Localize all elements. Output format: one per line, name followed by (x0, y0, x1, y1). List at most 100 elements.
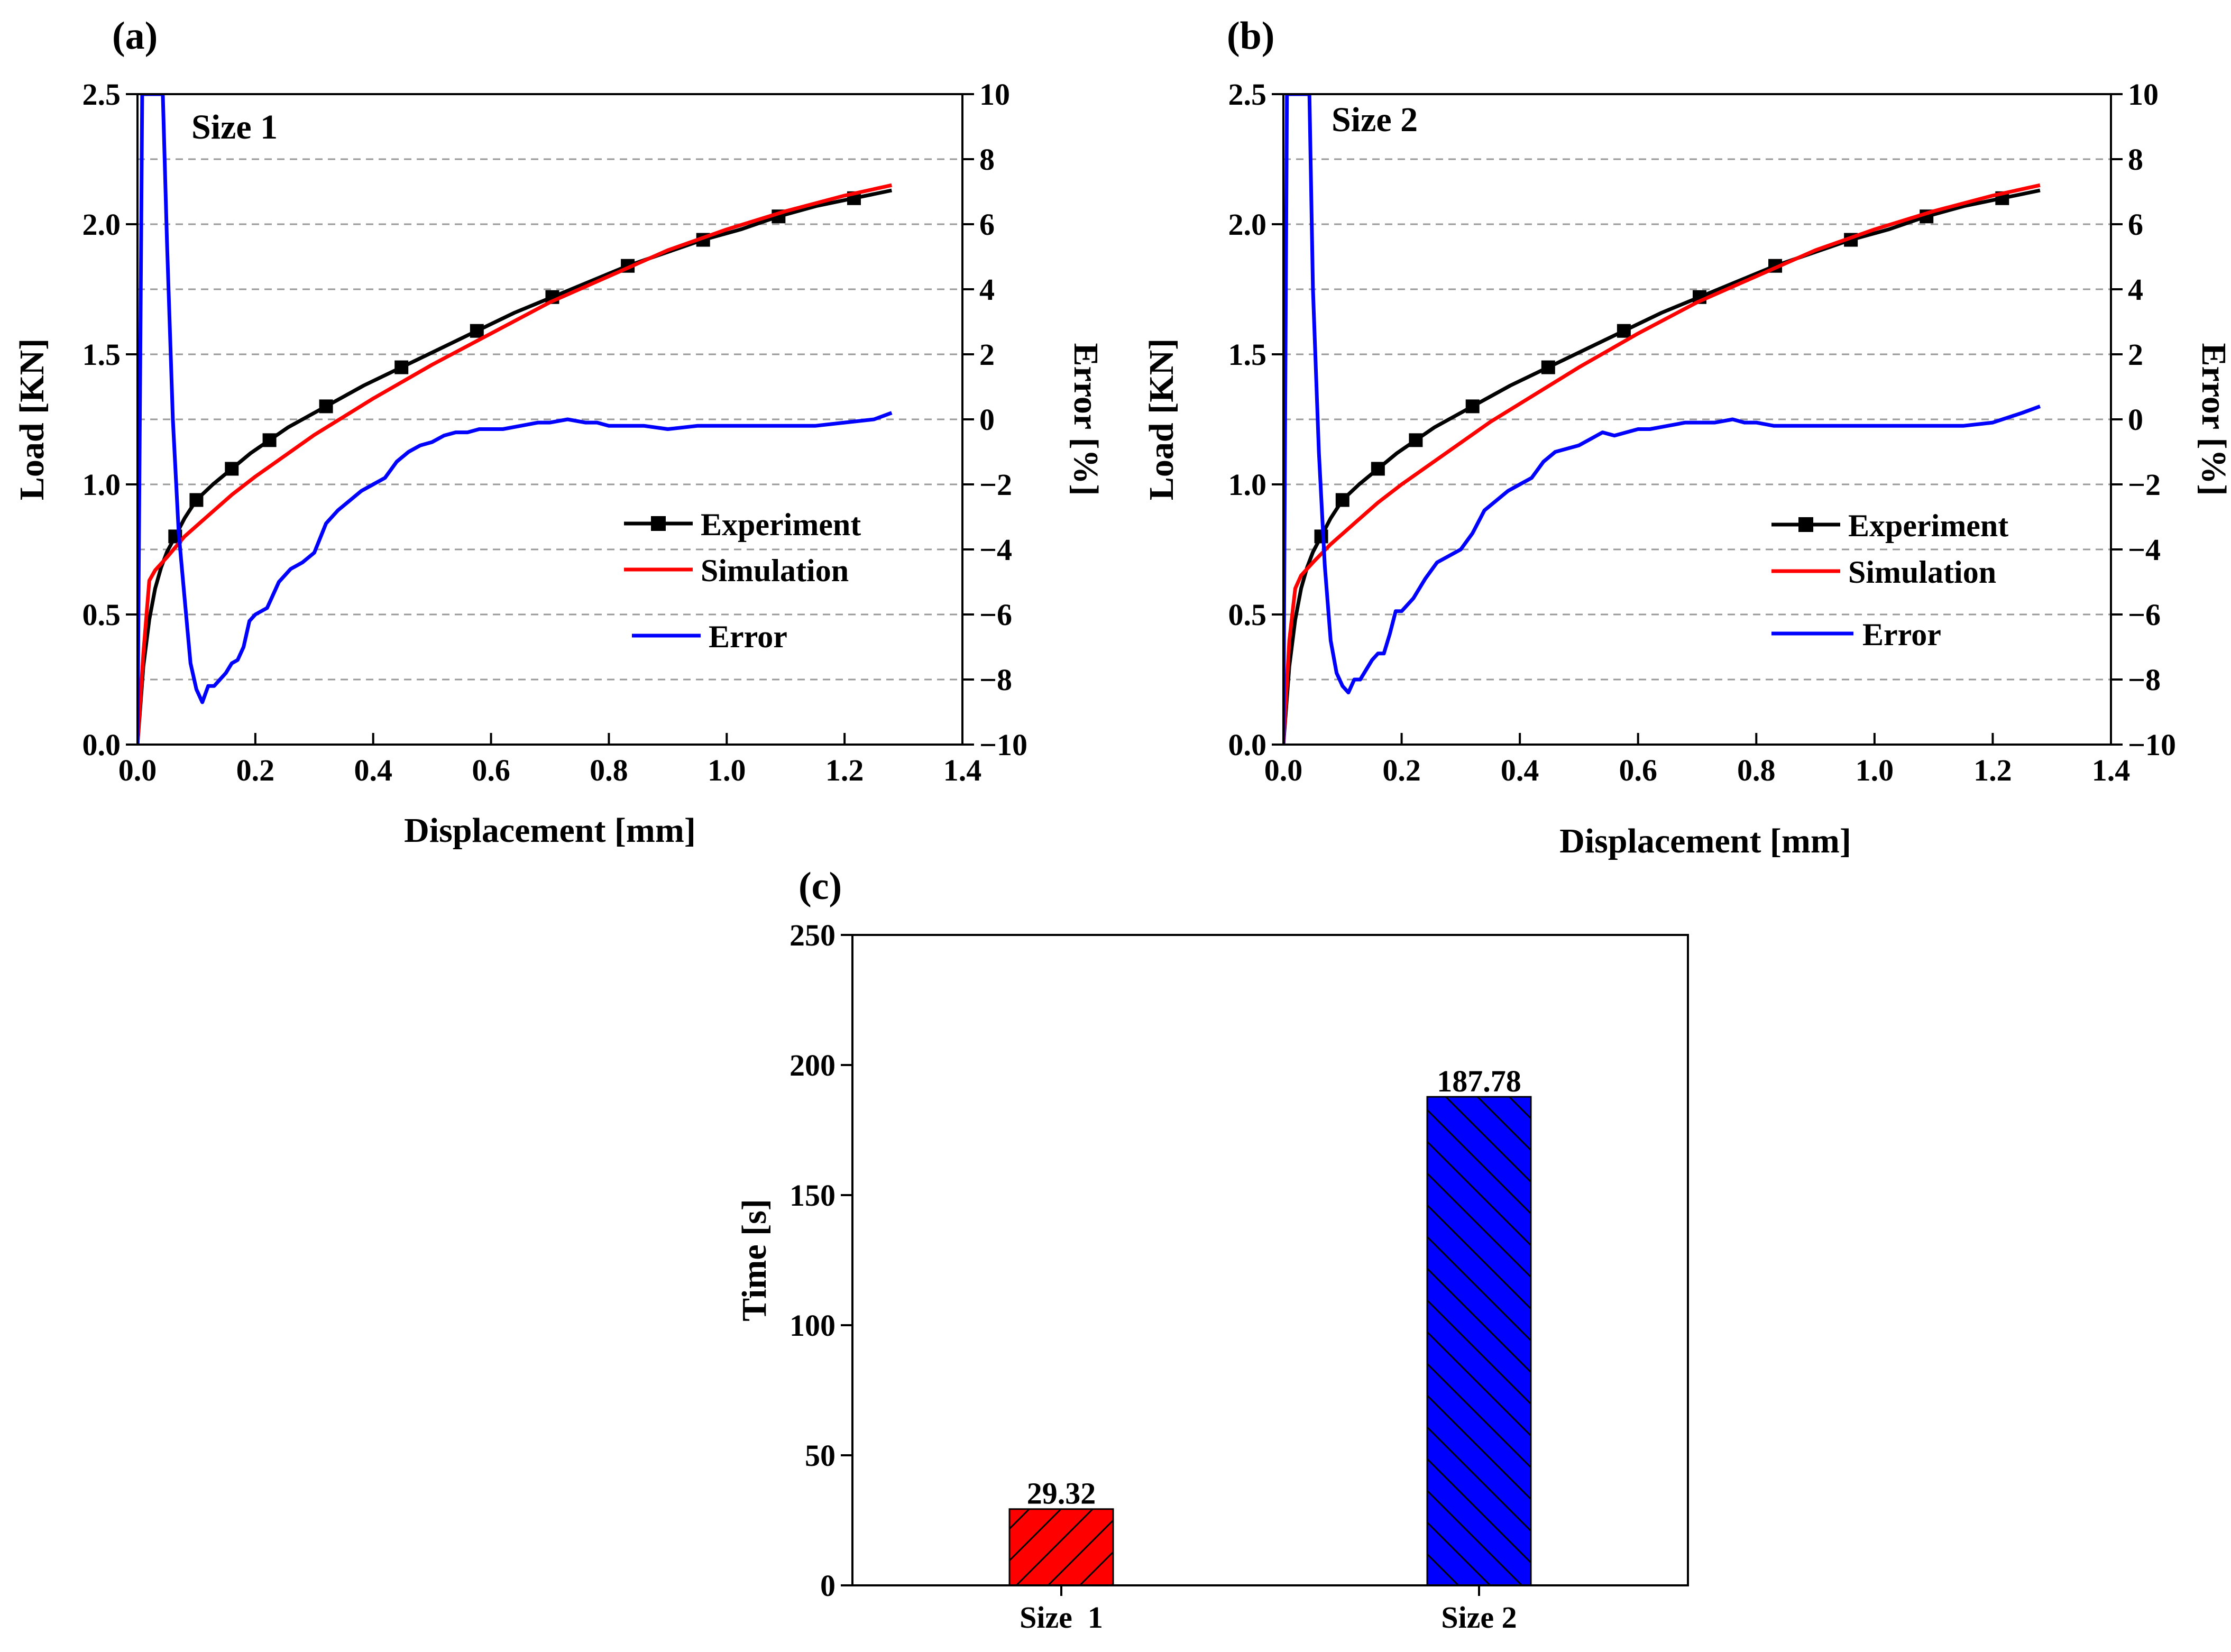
x-category-label: Size 1 (1020, 1600, 1103, 1635)
x-tick-label: 0.0 (118, 753, 157, 787)
legend-experiment-marker (651, 516, 666, 531)
y-tick-label: 2.5 (1228, 77, 1267, 112)
y-tick-label: 2.5 (82, 77, 121, 112)
panel-a: (a) 0.0 0.2 0.4 0.6 0.8 1.0 1.2 1.4 0.0 0.5 1.0 1.… (13, 14, 1105, 850)
panel-b-annotation: Size 2 (1332, 100, 1418, 139)
x-tick-label: 0.8 (1737, 753, 1776, 787)
panel-b-x-ticks: 0.0 0.2 0.4 0.6 0.8 1.0 1.2 1.4 (1264, 733, 2131, 787)
y2-tick-label: 2 (979, 337, 995, 372)
x-tick-label: 0.2 (1382, 753, 1421, 787)
y-tick-label: 200 (789, 1048, 836, 1082)
panel-a-y2-label: Error [%] (1067, 343, 1105, 496)
bar-value-label: 187.78 (1437, 1064, 1521, 1098)
panel-c-y-label: Time [s] (735, 1199, 774, 1321)
y-tick-label: 0.0 (1228, 728, 1267, 762)
series-experiment-marker (262, 433, 277, 447)
panel-b-legend: Experiment Simulation Error (1771, 508, 2008, 652)
y2-tick-label: −4 (2128, 533, 2161, 567)
x-tick-label: 0.6 (472, 753, 510, 787)
y2-tick-label: 2 (2128, 337, 2143, 372)
series-experiment-marker (1371, 462, 1385, 476)
y-tick-label: 2.0 (82, 207, 121, 242)
x-tick-label: 1.4 (2092, 753, 2131, 787)
y2-tick-label: 10 (2128, 77, 2159, 112)
panel-a-annotation: Size 1 (191, 108, 278, 146)
y-tick-label: 0.0 (82, 728, 121, 762)
y-tick-label: 0.5 (1228, 598, 1267, 632)
x-tick-label: 1.0 (1856, 753, 1894, 787)
legend-experiment-label: Experiment (1848, 508, 2008, 543)
y-tick-label: 100 (789, 1308, 836, 1343)
y-tick-label: 1.0 (82, 467, 121, 502)
panel-b-grid (1283, 158, 2111, 681)
series-experiment-line (1283, 188, 2041, 745)
y2-tick-label: 4 (979, 272, 995, 307)
y-tick-label: 0.5 (82, 598, 121, 632)
x-tick-label: 1.2 (1973, 753, 2012, 787)
panel-c-y-ticks: 0 50 100 150 200 250 (789, 918, 852, 1603)
series-experiment-marker (1617, 324, 1631, 338)
x-tick-label: 0.6 (1619, 753, 1657, 787)
series-experiment-marker (319, 399, 333, 414)
legend-experiment-label: Experiment (701, 507, 861, 542)
panel-a-y-label: Load [KN] (13, 338, 51, 500)
y2-tick-label: 0 (2128, 402, 2143, 437)
series-simulation-line (137, 183, 893, 745)
x-tick-label: 0.2 (236, 753, 275, 787)
y-tick-label: 250 (789, 918, 836, 952)
y2-tick-label: −6 (2128, 598, 2161, 632)
y2-tick-label: 8 (979, 142, 995, 177)
x-tick-label: 0.8 (590, 753, 628, 787)
x-tick-label: 1.0 (708, 753, 746, 787)
panel-a-x-label: Displacement [mm] (404, 811, 696, 850)
panel-a-label: (a) (112, 14, 158, 58)
panel-a-x-ticks: 0.0 0.2 0.4 0.6 0.8 1.0 1.2 1.4 (118, 733, 982, 787)
panel-a-y2-ticks: −10 −8 −6 −4 −2 0 2 4 6 8 10 (962, 77, 1027, 762)
legend-error-label: Error (709, 619, 787, 654)
x-tick-label: 1.4 (943, 753, 982, 787)
panel-a-grid (137, 158, 962, 681)
legend-simulation-label: Simulation (1848, 555, 1996, 590)
panel-b-series (1283, 94, 2041, 745)
y2-tick-label: −8 (979, 663, 1012, 697)
y2-tick-label: −10 (2128, 728, 2176, 762)
y2-tick-label: −2 (979, 467, 1012, 502)
bar-value-label: 29.32 (1027, 1476, 1096, 1511)
x-tick-label: 0.4 (354, 753, 392, 787)
y-tick-label: 0 (820, 1568, 836, 1603)
panel-c-label: (c) (798, 865, 842, 908)
legend-simulation-label: Simulation (701, 553, 849, 588)
y2-tick-label: 4 (2128, 272, 2143, 307)
panel-a-y-ticks: 0.0 0.5 1.0 1.5 2.0 2.5 (82, 77, 137, 762)
y2-tick-label: −4 (979, 533, 1012, 567)
x-tick-label: 0.0 (1264, 753, 1303, 787)
panel-b-y-ticks: 0.0 0.5 1.0 1.5 2.0 2.5 (1228, 77, 1283, 762)
y-tick-label: 50 (805, 1438, 836, 1473)
y-tick-label: 1.0 (1228, 467, 1267, 502)
y2-tick-label: −8 (2128, 663, 2161, 697)
series-experiment-marker (225, 462, 239, 476)
x-tick-label: 1.2 (825, 753, 864, 787)
y2-tick-label: −2 (2128, 467, 2161, 502)
panel-b-y2-label: Error [%] (2195, 343, 2231, 496)
series-experiment-marker (1465, 399, 1480, 414)
series-experiment-marker (394, 360, 409, 374)
panel-a-legend: Experiment Simulation Error (624, 507, 861, 654)
series-experiment-line (137, 188, 893, 745)
series-experiment-marker (1409, 433, 1423, 447)
legend-experiment-marker (1798, 517, 1813, 532)
x-tick-label: 0.4 (1501, 753, 1539, 787)
y2-tick-label: 6 (979, 207, 995, 242)
panel-a-series (137, 94, 893, 745)
y2-tick-label: −10 (979, 728, 1027, 762)
panel-b-y-label: Load [KN] (1142, 338, 1181, 500)
y-tick-label: 1.5 (1228, 337, 1267, 372)
series-simulation-line (1283, 183, 2041, 745)
series-error-line (1283, 94, 2041, 745)
legend-error-label: Error (1862, 617, 1941, 652)
y2-tick-label: 6 (2128, 207, 2143, 242)
bar-size-2 (1426, 1096, 1532, 1586)
series-experiment-marker (1335, 493, 1349, 507)
